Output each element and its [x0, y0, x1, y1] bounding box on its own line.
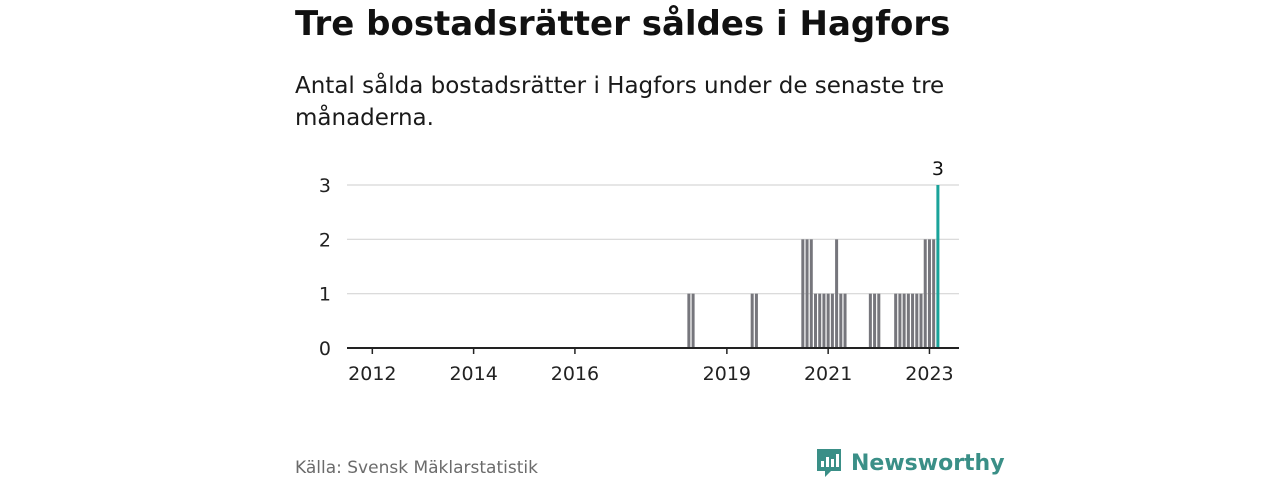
bar	[754, 293, 758, 348]
y-tick-label: 3	[319, 175, 331, 197]
data-label: 3	[932, 158, 944, 180]
bar	[894, 293, 898, 348]
bar	[898, 293, 902, 348]
chart-subtitle: Antal sålda bostadsrätter i Hagfors unde…	[295, 73, 945, 131]
x-tick-label: 2021	[804, 363, 852, 385]
x-tick-label: 2016	[551, 363, 599, 385]
bar	[687, 293, 691, 348]
source-note: Källa: Svensk Mäklarstatistik	[295, 458, 538, 478]
bar	[868, 293, 872, 348]
brand-logo: Newsworthy	[815, 447, 1005, 479]
bar	[830, 293, 834, 348]
y-tick-label: 1	[319, 284, 331, 306]
newsworthy-logo-icon	[817, 449, 841, 477]
bar	[843, 293, 847, 348]
bar	[902, 293, 906, 348]
y-tick-label: 0	[319, 338, 331, 360]
bar	[826, 293, 830, 348]
bar	[932, 239, 936, 348]
bar	[919, 293, 923, 348]
bar	[801, 239, 805, 348]
bar	[906, 293, 910, 348]
bar	[911, 293, 915, 348]
bar-highlight	[936, 185, 940, 348]
bar	[809, 239, 813, 348]
bar	[839, 293, 843, 348]
brand-name: Newsworthy	[851, 450, 1005, 476]
bar-chart: 0 1 2 3 2012 2014 2016 2019 2021 2023 3	[319, 158, 959, 385]
bar	[835, 239, 839, 348]
x-tick-label: 2019	[703, 363, 751, 385]
x-tick-label: 2012	[348, 363, 396, 385]
x-tick-label: 2023	[905, 363, 953, 385]
bar	[873, 293, 877, 348]
bar	[877, 293, 881, 348]
bar	[813, 293, 818, 348]
bar	[750, 293, 754, 348]
bar	[805, 239, 809, 348]
bar	[923, 239, 927, 348]
bar	[927, 239, 931, 348]
bar	[818, 293, 822, 348]
y-tick-label: 2	[319, 229, 331, 251]
bar	[822, 293, 826, 348]
chart-card: Tre bostadsrätter såldes i Hagfors Antal…	[295, 0, 1005, 480]
bar	[915, 293, 919, 348]
page-title: Tre bostadsrätter såldes i Hagfors	[295, 4, 951, 44]
x-tick-label: 2014	[449, 363, 497, 385]
bar	[691, 293, 695, 348]
